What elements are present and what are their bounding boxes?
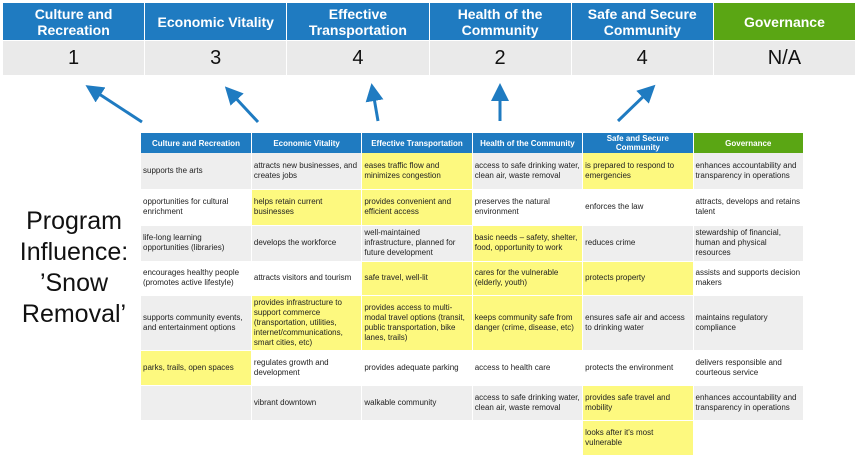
- table-cell: safe travel, well-lit: [361, 261, 473, 296]
- arrow-icon: [365, 83, 384, 122]
- table-cell: access to safe drinking water, clean air…: [472, 385, 584, 421]
- table-cell: [693, 420, 805, 456]
- table-cell: supports community events, and entertain…: [141, 295, 252, 351]
- category-header: Safe and Secure Community: [571, 3, 714, 40]
- arrows: [85, 83, 656, 124]
- table-cell: access to health care: [472, 350, 584, 386]
- table-cell: provides convenient and efficient access: [361, 189, 473, 226]
- category-header: Economic Vitality: [145, 3, 288, 40]
- column-header: Culture and Recreation: [141, 133, 252, 153]
- category-header: Effective Transportation: [287, 3, 430, 40]
- table-cell: attracts visitors and tourism: [251, 261, 363, 296]
- table-cell: [141, 420, 252, 456]
- category-score: 4: [287, 40, 430, 75]
- table-row: supports the arts attracts new businesses…: [141, 153, 805, 190]
- table-cell: provides access to multi-modal travel op…: [361, 295, 473, 351]
- table-cell: regulates growth and development: [251, 350, 363, 386]
- table-cell: [251, 420, 363, 456]
- category-score: 4: [571, 40, 714, 75]
- category-score: 1: [3, 40, 146, 75]
- table-cell: supports the arts: [141, 153, 252, 190]
- table-cell: walkable community: [361, 385, 473, 421]
- table-cell: provides safe travel and mobility: [582, 385, 694, 421]
- table-row: looks after it's most vulnerable: [141, 420, 805, 456]
- table-cell: cares for the vulnerable (elderly, youth…: [472, 261, 584, 296]
- table-cell: enhances accountability and transparency…: [693, 153, 805, 190]
- table-cell: attracts, develops and retains talent: [693, 189, 805, 226]
- table-cell: maintains regulatory compliance: [693, 295, 805, 351]
- table-cell: preserves the natural environment: [472, 189, 584, 226]
- table-cell: vibrant downtown: [251, 385, 363, 421]
- table-cell: provides adequate parking: [361, 350, 473, 386]
- table-cell: protects the environment: [582, 350, 694, 386]
- table-cell: life-long learning opportunities (librar…: [141, 225, 252, 262]
- column-header: Health of the Community: [472, 133, 584, 153]
- table-cell: [472, 420, 584, 456]
- table-cell: assists and supports decision makers: [693, 261, 805, 296]
- table-row: life-long learning opportunities (librar…: [141, 225, 805, 262]
- table-cell: eases traffic flow and minimizes congest…: [361, 153, 473, 190]
- column-header: Safe and Secure Community: [582, 133, 694, 153]
- table-cell: [141, 385, 252, 421]
- table-row: opportunities for cultural enrichment hel…: [141, 189, 805, 226]
- category-score: 2: [429, 40, 572, 75]
- table-row: vibrant downtown walkable community access…: [141, 385, 805, 421]
- table-cell: enhances accountability and transparency…: [693, 385, 805, 421]
- criteria-table: Culture and Recreation Economic Vitality E…: [141, 133, 805, 456]
- category-score: N/A: [713, 40, 856, 75]
- column-header: Economic Vitality: [251, 133, 363, 153]
- influence-summary: Culture and Recreation Economic Vitality E…: [3, 3, 856, 75]
- table-cell: stewardship of financial, human and phys…: [693, 225, 805, 262]
- arrow-icon: [224, 86, 260, 124]
- category-header: Governance: [713, 3, 856, 40]
- column-header: Effective Transportation: [361, 133, 473, 153]
- category-header: Health of the Community: [429, 3, 572, 40]
- table-cell: provides infrastructure to support comme…: [251, 295, 363, 351]
- program-influence-label: Program Influence: ’Snow Removal’: [19, 207, 129, 328]
- table-cell: helps retain current businesses: [251, 189, 363, 226]
- table-cell: basic needs – safety, shelter, food, opp…: [472, 225, 584, 262]
- table-cell: enforces the law: [582, 189, 694, 226]
- table-row: parks, trails, open spaces regulates grow…: [141, 350, 805, 386]
- category-header: Culture and Recreation: [3, 3, 146, 40]
- table-cell: ensures safe air and access to drinking …: [582, 295, 694, 351]
- table-row: encourages healthy people (promotes acti…: [141, 261, 805, 296]
- table-cell: attracts new businesses, and creates job…: [251, 153, 363, 190]
- table-row: supports community events, and entertain…: [141, 295, 805, 351]
- category-score: 3: [145, 40, 288, 75]
- table-cell: keeps community safe from danger (crime,…: [472, 295, 584, 351]
- table-cell: protects property: [582, 261, 694, 296]
- table-cell: encourages healthy people (promotes acti…: [141, 261, 252, 296]
- arrow-icon: [616, 84, 656, 123]
- table-cell: well-maintained infrastructure, planned …: [361, 225, 473, 262]
- column-header: Governance: [693, 133, 805, 153]
- table-cell: parks, trails, open spaces: [141, 350, 252, 386]
- arrow-icon: [85, 85, 143, 124]
- table-cell: reduces crime: [582, 225, 694, 262]
- table-cell: develops the workforce: [251, 225, 363, 262]
- table-cell: looks after it's most vulnerable: [582, 420, 694, 456]
- table-cell: opportunities for cultural enrichment: [141, 189, 252, 226]
- table-cell: is prepared to respond to emergencies: [582, 153, 694, 190]
- table-cell: access to safe drinking water, clean air…: [472, 153, 584, 190]
- table-cell: delivers responsible and courteous servi…: [693, 350, 805, 386]
- table-cell: [361, 420, 473, 456]
